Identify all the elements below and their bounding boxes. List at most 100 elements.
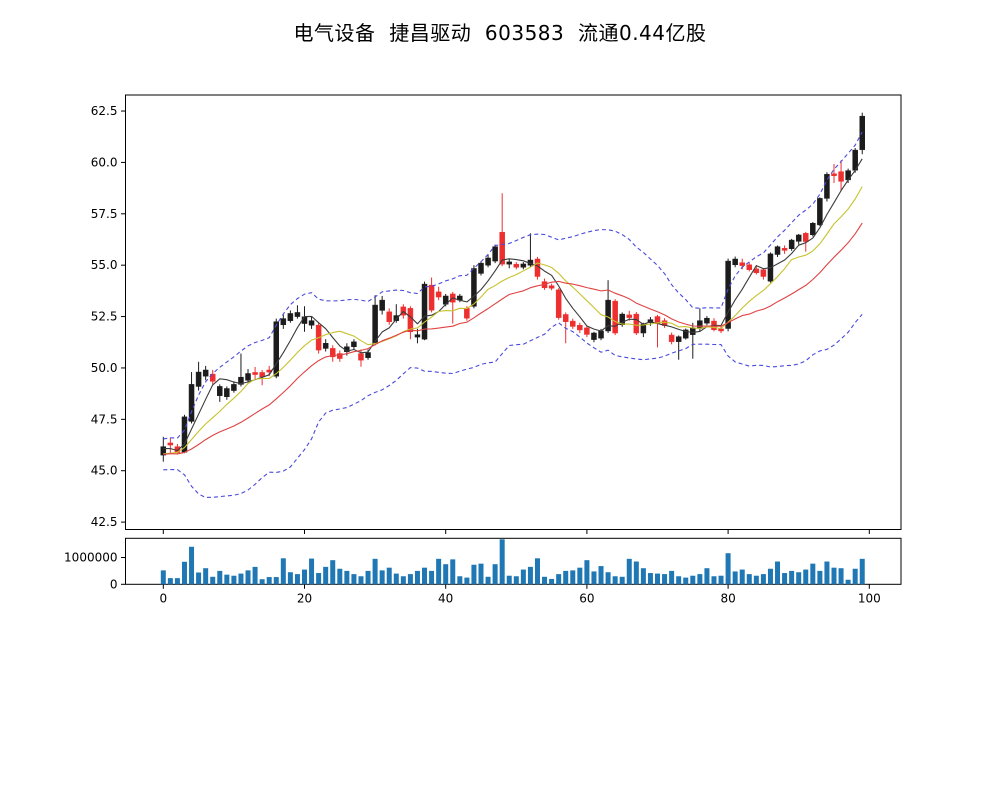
candle-up xyxy=(287,310,294,323)
volume-bar xyxy=(344,570,350,585)
candle-body xyxy=(718,328,724,332)
candle-body xyxy=(555,289,562,318)
candle-body xyxy=(202,369,209,377)
volume-bar xyxy=(231,575,237,585)
candle-up xyxy=(527,233,534,268)
candle-body xyxy=(753,268,760,274)
volume-bar xyxy=(266,577,272,585)
candle-body xyxy=(322,343,329,349)
candle-body xyxy=(294,312,301,317)
candle-up xyxy=(788,238,795,251)
candle-body xyxy=(746,264,753,270)
price-y-axis: 42.5 45.0 47.5 50.0 52.5 55.0 57.5 60.0 62.5 xyxy=(91,104,126,529)
candle-body xyxy=(280,318,287,326)
candle-down xyxy=(831,164,837,183)
candle-body xyxy=(238,376,244,385)
volume-bar xyxy=(457,576,463,585)
volume-tick-label: 0 xyxy=(110,577,118,591)
candle-body xyxy=(598,330,604,339)
candle-body xyxy=(231,384,237,391)
volume-bar xyxy=(845,579,851,585)
volume-bar xyxy=(238,573,244,585)
volume-bar xyxy=(196,572,202,585)
volume-bar xyxy=(294,574,300,585)
volume-bar xyxy=(824,561,830,585)
candle-up xyxy=(852,148,858,173)
volume-bar xyxy=(591,571,597,585)
volume-bar xyxy=(203,568,209,585)
candle-body xyxy=(697,320,703,329)
volume-bar xyxy=(549,578,555,585)
volume-bar xyxy=(443,564,449,585)
candle-body xyxy=(428,284,435,311)
candle-body xyxy=(329,348,336,358)
volume-bar xyxy=(309,558,315,585)
volume-bar xyxy=(464,577,470,585)
candle-body xyxy=(414,334,421,338)
volume-bar xyxy=(471,564,477,585)
boll-lower-line xyxy=(163,313,863,499)
price-panel-border xyxy=(125,94,902,530)
chart-title: 电气设备 捷昌驱动 603583 流通0.44亿股 xyxy=(293,21,707,45)
volume-bar xyxy=(513,576,519,585)
candle-body xyxy=(160,446,167,456)
ma20-line xyxy=(163,222,863,455)
candle-down xyxy=(450,291,456,324)
volume-bar xyxy=(690,575,696,585)
volume-bar xyxy=(358,576,364,585)
candle-body xyxy=(781,248,788,251)
volume-bar xyxy=(831,567,837,585)
candle-down xyxy=(548,283,555,291)
candle-body xyxy=(188,384,195,422)
volume-bar xyxy=(838,568,844,585)
volume-bar xyxy=(450,559,456,585)
candle-body xyxy=(393,315,400,321)
candle-body xyxy=(513,263,520,268)
candle-down xyxy=(633,312,640,336)
candle-body xyxy=(803,233,809,242)
candle-up xyxy=(160,436,167,462)
volume-bar xyxy=(534,558,540,585)
candle-down xyxy=(746,262,753,272)
y-tick-label: 57.5 xyxy=(91,207,118,221)
volume-bar xyxy=(683,577,689,585)
y-tick-label: 60.0 xyxy=(91,155,118,169)
candle-body xyxy=(209,373,216,382)
candle-down xyxy=(661,318,668,328)
volume-bar xyxy=(704,568,710,585)
volume-bar xyxy=(224,574,230,585)
volume-bar xyxy=(167,578,173,585)
candle-body xyxy=(351,341,357,348)
candle-down xyxy=(753,266,760,275)
volume-bar xyxy=(407,574,413,585)
candle-body xyxy=(682,329,689,339)
candle-up xyxy=(619,312,625,327)
candle-body xyxy=(464,308,470,319)
candle-up xyxy=(810,222,816,237)
candle-body xyxy=(492,246,498,262)
volume-bar xyxy=(400,576,406,585)
candle-body xyxy=(217,386,223,396)
candle-up xyxy=(485,254,491,268)
x-tick-label: 80 xyxy=(720,591,735,605)
volume-bar xyxy=(160,570,166,585)
candle-body xyxy=(668,334,675,342)
candle-down xyxy=(555,288,562,320)
candle-body xyxy=(308,320,315,326)
candle-body xyxy=(612,300,618,334)
volume-bar xyxy=(527,566,533,585)
volume-bar xyxy=(676,576,682,585)
volume-bar xyxy=(796,572,802,585)
candle-down xyxy=(499,193,505,267)
volume-bar xyxy=(718,575,724,585)
volume-bar xyxy=(803,569,809,585)
candle-body xyxy=(831,173,837,177)
volume-bar xyxy=(810,563,816,585)
candle-down xyxy=(329,345,336,362)
candle-up xyxy=(280,314,287,329)
volume-bar xyxy=(570,570,576,585)
candle-up xyxy=(273,318,280,379)
volume-bar xyxy=(711,576,717,585)
candle-down xyxy=(838,160,844,192)
volume-x-axis: 0 20 40 60 80 100 xyxy=(159,584,881,605)
